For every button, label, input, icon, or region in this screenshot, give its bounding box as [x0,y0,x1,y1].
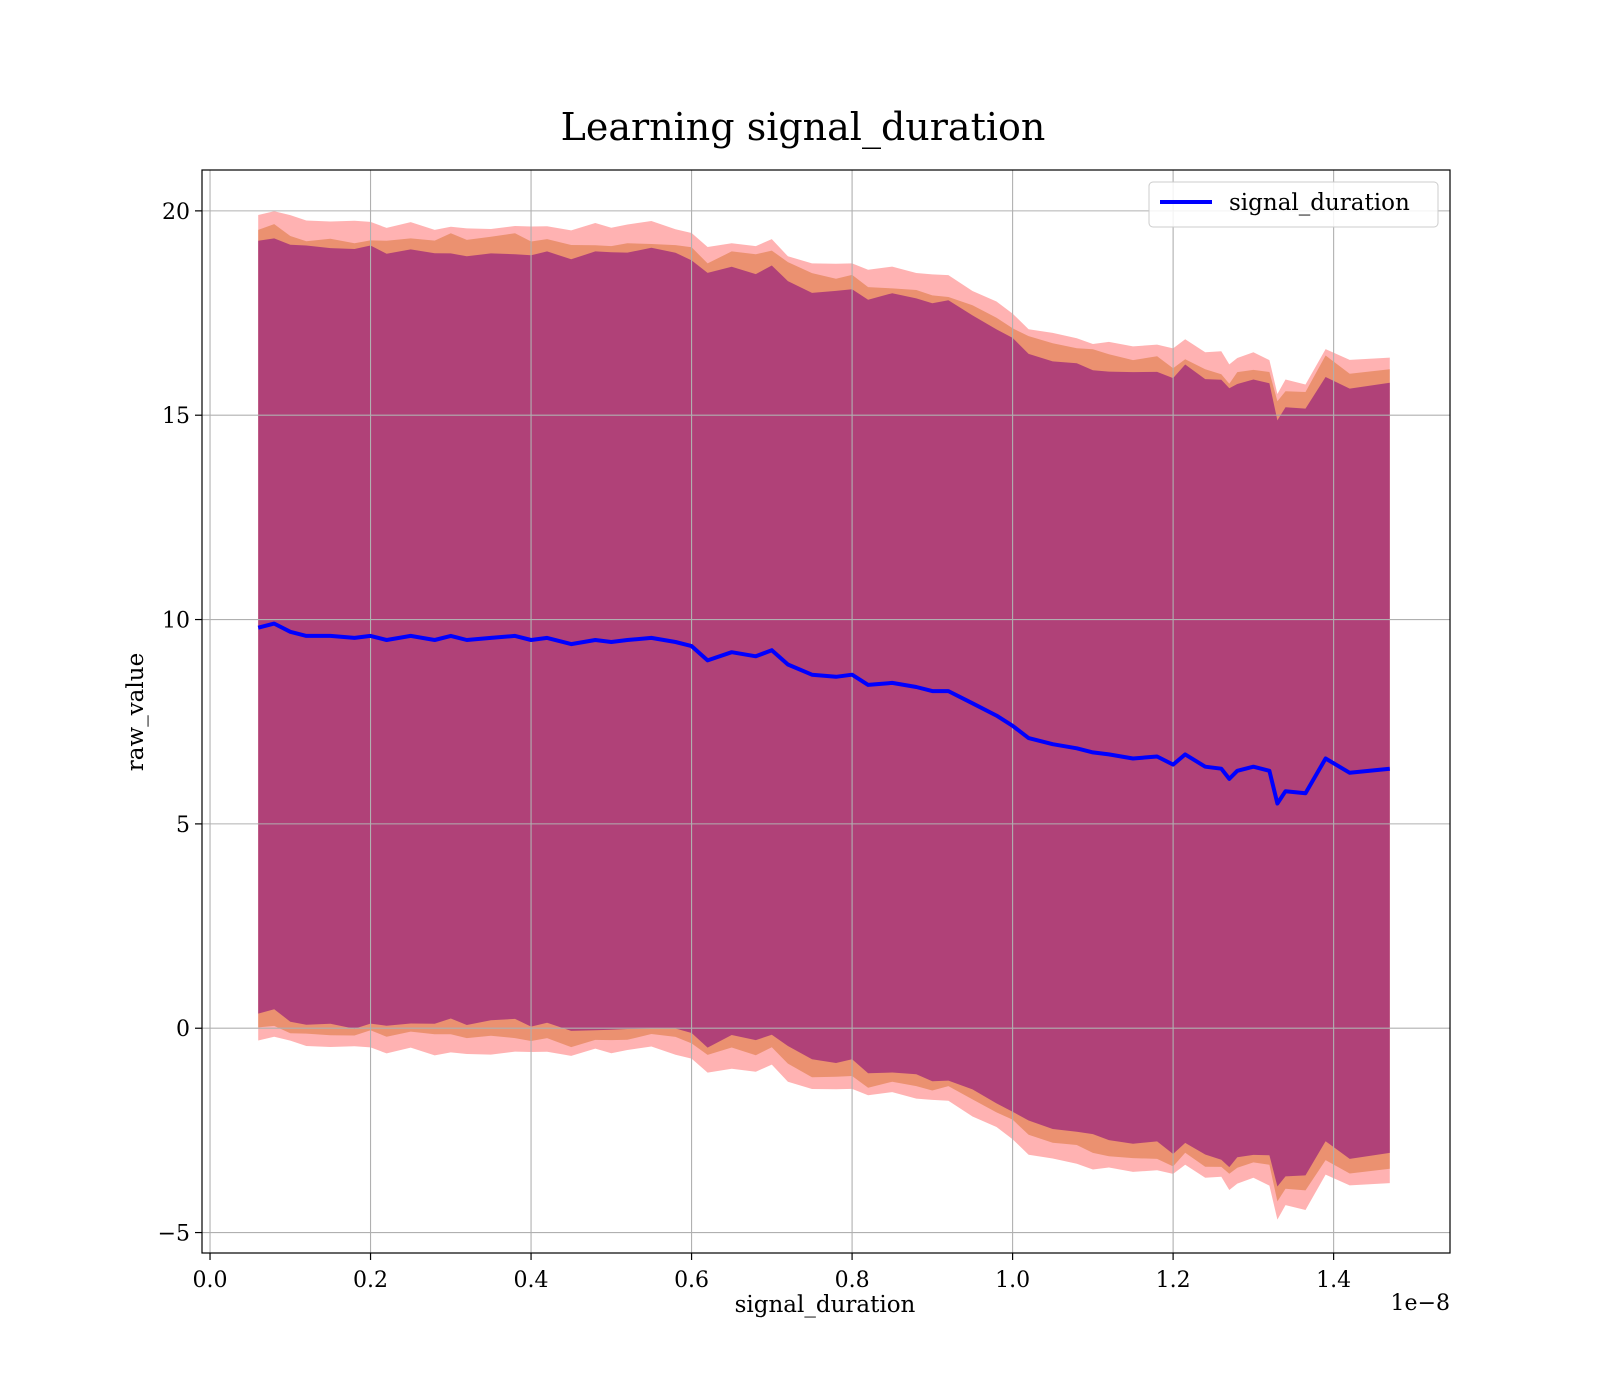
chart-title: Learning signal_duration [561,105,1046,150]
x-tick-label: 0.4 [514,1268,549,1293]
x-tick-label: 1.4 [1316,1268,1351,1293]
axes-ticks: 0.0 0.2 0.4 0.6 0.8 1.0 1.2 1.4 −5 0 5 10 15 20 [158,200,1352,1293]
grid [202,170,1450,1253]
y-tick-label: 10 [162,609,190,634]
x-axis-offset-label: 1e−8 [1391,1291,1450,1316]
legend-box [1148,181,1439,228]
y-tick-label: −5 [158,1222,190,1247]
series-line-signal-duration [257,621,1391,806]
y-tick-label: 15 [162,404,190,429]
x-axis-label: signal_duration [735,1292,916,1318]
x-tick-label: 0.2 [353,1268,388,1293]
x-tick-label: 1.0 [995,1268,1030,1293]
legend: signal_duration [1148,181,1439,228]
x-tick-label: 0.6 [674,1268,709,1293]
y-tick-label: 0 [176,1017,190,1042]
plot-area [258,211,1390,1220]
x-tick-label: 0.0 [193,1268,228,1293]
y-axis-label: raw_value [123,653,149,771]
legend-entry-signal-duration: signal_duration [1229,190,1410,216]
series-layer [257,621,1391,806]
y-tick-label: 5 [176,813,190,838]
band-inner [258,238,1390,1187]
y-tick-label: 20 [162,200,190,225]
x-tick-label: 0.8 [835,1268,870,1293]
x-tick-label: 1.2 [1156,1268,1191,1293]
plot-frame [201,169,1451,1254]
